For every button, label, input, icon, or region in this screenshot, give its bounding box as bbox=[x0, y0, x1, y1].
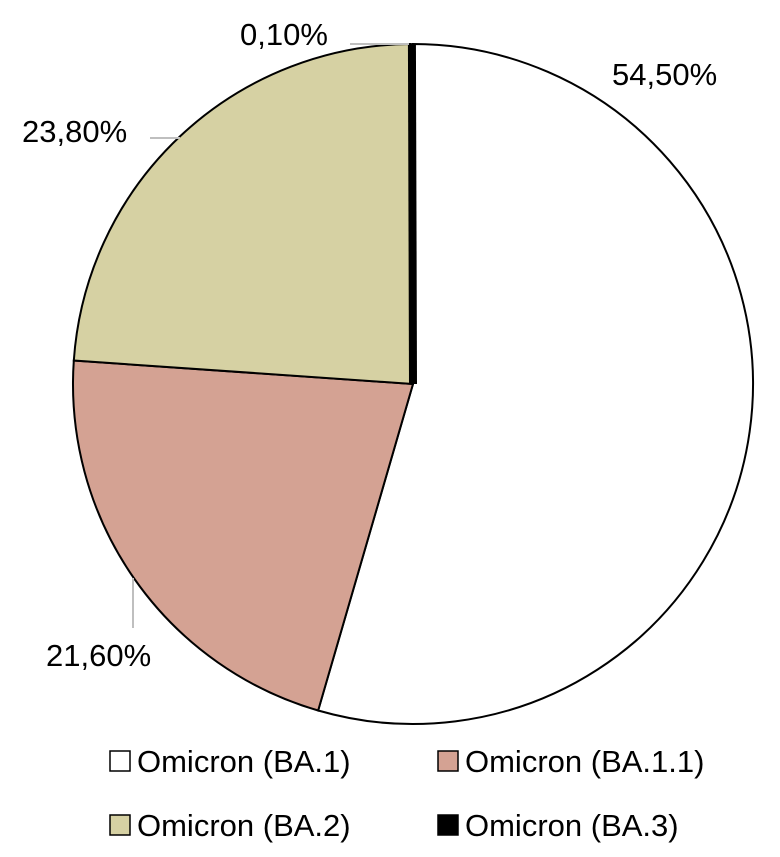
legend-swatch bbox=[437, 750, 459, 772]
legend-label: Omicron (BA.3) bbox=[465, 808, 679, 843]
slice-omicron-ba-1-1 bbox=[72, 359, 415, 712]
data-label: 23,80% bbox=[22, 114, 127, 149]
legend-swatch bbox=[109, 750, 131, 772]
legend-swatch bbox=[437, 814, 459, 836]
slice-omicron-ba-3 bbox=[407, 43, 417, 385]
legend-label: Omicron (BA.2) bbox=[137, 808, 351, 843]
slice-omicron-ba-2 bbox=[72, 42, 415, 386]
data-label: 21,60% bbox=[46, 638, 151, 673]
legend-swatch bbox=[109, 814, 131, 836]
legend-label: Omicron (BA.1.1) bbox=[465, 744, 704, 779]
legend-label: Omicron (BA.1) bbox=[137, 744, 351, 779]
data-label: 0,10% bbox=[240, 17, 328, 52]
slice-omicron-ba-1 bbox=[316, 42, 754, 725]
data-label: 54,50% bbox=[612, 57, 717, 92]
